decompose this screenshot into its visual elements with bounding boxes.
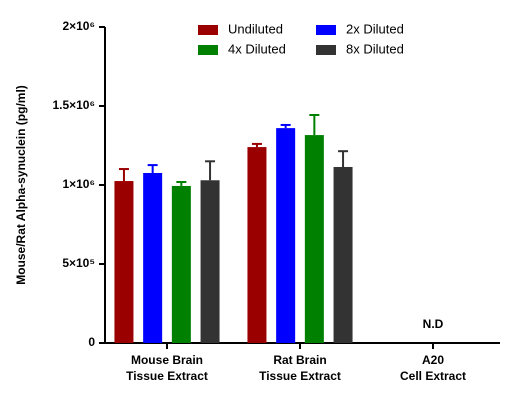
y-axis-title: Mouse/Rat Alpha-synuclein (pg/ml) [14, 85, 28, 285]
bar [276, 128, 296, 343]
legend-swatch [316, 45, 336, 55]
legend-swatch [198, 25, 218, 35]
legend-swatch [316, 25, 336, 35]
legend-swatch [198, 45, 218, 55]
bar [304, 135, 324, 343]
y-tick-label: 1.5×10⁶ [52, 98, 95, 112]
x-tick-label: Mouse Brain [131, 353, 203, 367]
legend-label: 8x Diluted [346, 41, 404, 56]
x-tick-label: Cell Extract [400, 369, 466, 383]
y-tick-label: 0 [88, 335, 95, 349]
y-tick-label: 2×10⁶ [62, 19, 95, 33]
bar [171, 185, 191, 343]
x-tick-label: Rat Brain [273, 353, 326, 367]
bar [200, 180, 220, 343]
x-tick-label: A20 [422, 353, 444, 367]
annotation: N.D [423, 317, 444, 331]
bar [114, 181, 134, 343]
bar [333, 166, 353, 343]
legend-label: 2x Diluted [346, 21, 404, 36]
bar [143, 172, 163, 343]
y-tick-label: 1×10⁶ [62, 177, 95, 191]
legend-label: 4x Diluted [228, 41, 286, 56]
x-tick-label: Tissue Extract [126, 369, 208, 383]
bar [247, 147, 267, 343]
y-tick-label: 5×10⁵ [62, 256, 95, 270]
legend-label: Undiluted [228, 21, 283, 36]
x-tick-label: Tissue Extract [259, 369, 341, 383]
